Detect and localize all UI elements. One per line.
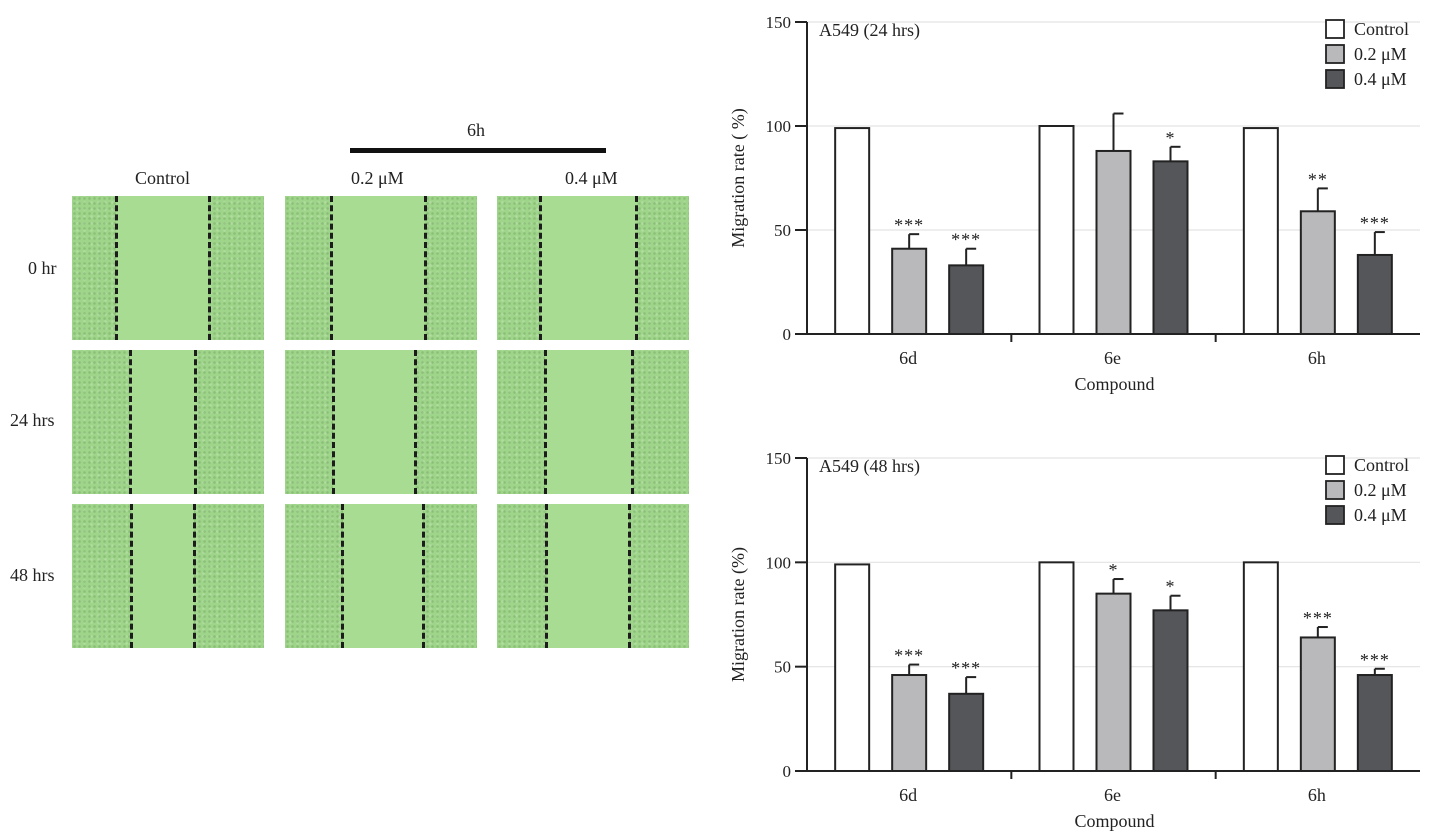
wound-edge-line (332, 350, 335, 494)
bar-6e-control (1038, 125, 1075, 335)
micrograph-0-2uM-48hrs (285, 504, 477, 648)
wound-edge-line (422, 504, 425, 648)
bar-6e-0-2-m (1095, 149, 1132, 335)
y-axis-label: Migration rate (%) (728, 547, 749, 682)
legend-label-0-2-m: 0.2 μM (1354, 480, 1407, 500)
wound-edge-line (544, 350, 547, 494)
bar-6h-0-4-m (1356, 674, 1393, 772)
wound-edge-line (115, 196, 118, 340)
legend-swatch-0-2-m (1325, 480, 1345, 500)
y-tick-label: 150 (766, 13, 792, 32)
significance-marker: *** (951, 230, 981, 250)
bar-6h-control (1242, 127, 1279, 335)
bar-6d-0-4-m (948, 692, 985, 772)
column-label-0-4uM: 0.4 μM (565, 168, 618, 188)
legend-swatch-control (1325, 19, 1345, 39)
wound-edge-line (631, 350, 634, 494)
y-axis-label: Migration rate ( %) (728, 108, 749, 247)
bar-6d-0-2-m (891, 247, 928, 335)
row-label-24hrs: 24 hrs (10, 410, 55, 430)
row-label-48hrs: 48 hrs (10, 565, 55, 585)
bar-6h-control (1242, 561, 1279, 773)
bar-6h-0-2-m (1299, 636, 1336, 772)
micrograph-control-48hrs (72, 504, 264, 648)
x-tick-label-6e: 6e (1104, 348, 1121, 368)
column-label-0-2uM: 0.2 μM (351, 168, 404, 188)
micrograph-0-4uM-0hr (497, 196, 689, 340)
column-label-control: Control (135, 168, 191, 188)
significance-marker: *** (1360, 650, 1390, 670)
wound-edge-line (341, 504, 344, 648)
legend-swatch-0-4-m (1325, 69, 1345, 89)
bar-6h-0-4-m (1356, 253, 1393, 336)
compound-label: 6h (467, 120, 485, 140)
significance-marker: * (1166, 128, 1176, 148)
bar-6e-0-2-m (1095, 592, 1132, 772)
wound-edge-line (539, 196, 542, 340)
significance-marker: ** (1308, 169, 1328, 189)
significance-marker: * (1166, 577, 1176, 597)
significance-marker: *** (1303, 608, 1333, 628)
x-tick-label-6h: 6h (1308, 785, 1326, 805)
wound-edge-line (130, 504, 133, 648)
x-axis-label: Compound (1074, 374, 1154, 394)
wound-edge-line (129, 350, 132, 494)
y-tick-label: 0 (783, 325, 792, 344)
wound-edge-line (330, 196, 333, 340)
x-tick-label-6d: 6d (899, 785, 917, 805)
wound-edge-line (414, 350, 417, 494)
significance-marker: *** (894, 215, 924, 235)
micrograph-0-4uM-48hrs (497, 504, 689, 648)
row-label-0hr: 0 hr (28, 258, 57, 278)
x-tick-label-6h: 6h (1308, 348, 1326, 368)
legend-label-control: Control (1354, 19, 1409, 39)
migration-chart-24hrs: 0501001506d******6e*6h*****CompoundMigra… (728, 13, 1420, 394)
wound-edge-line (193, 504, 196, 648)
wound-edge-line (208, 196, 211, 340)
bar-6h-0-2-m (1299, 210, 1336, 335)
micrograph-0-4uM-24hrs (497, 350, 689, 494)
wound-edge-line (635, 196, 638, 340)
micrograph-control-0hr (72, 196, 264, 340)
y-tick-label: 50 (774, 658, 791, 677)
bar-6d-0-4-m (948, 264, 985, 335)
wound-edge-line (424, 196, 427, 340)
y-tick-label: 100 (766, 553, 792, 572)
legend-swatch-0-2-m (1325, 44, 1345, 64)
significance-marker: *** (951, 658, 981, 678)
bar-6d-0-2-m (891, 674, 928, 772)
wound-edge-line (628, 504, 631, 648)
legend-swatch-0-4-m (1325, 505, 1345, 525)
micrograph-0-2uM-24hrs (285, 350, 477, 494)
y-tick-label: 0 (783, 762, 792, 781)
significance-marker: *** (1360, 213, 1390, 233)
bar-6e-control (1038, 561, 1075, 773)
x-tick-label-6d: 6d (899, 348, 917, 368)
significance-marker: * (1109, 560, 1119, 580)
micrograph-0-2uM-0hr (285, 196, 477, 340)
bar-6d-control (834, 127, 871, 335)
x-tick-label-6e: 6e (1104, 785, 1121, 805)
legend-swatch-control (1325, 455, 1345, 475)
chart-title: A549 (48 hrs) (819, 456, 920, 477)
wound-edge-line (545, 504, 548, 648)
x-axis-label: Compound (1074, 811, 1154, 831)
legend-label-control: Control (1354, 455, 1409, 475)
wound-edge-line (194, 350, 197, 494)
legend-label-0-4-m: 0.4 μM (1354, 69, 1407, 89)
legend-label-0-4-m: 0.4 μM (1354, 505, 1407, 525)
bar-6d-control (834, 563, 871, 772)
micrograph-control-24hrs (72, 350, 264, 494)
bar-6e-0-4-m (1152, 160, 1189, 335)
y-tick-label: 50 (774, 221, 791, 240)
migration-chart-48hrs: 0 50 100 150 6d *** *** 6e * * 6h *** *** Compound Mig… (728, 449, 1420, 831)
y-tick-label: 100 (766, 117, 792, 136)
significance-marker: *** (894, 646, 924, 666)
bar-6e-0-4-m (1152, 609, 1189, 772)
y-tick-label: 150 (766, 449, 792, 468)
compound-bracket-line (350, 148, 606, 153)
chart-title: A549 (24 hrs) (819, 20, 920, 41)
legend-label-0-2-m: 0.2 μM (1354, 44, 1407, 64)
